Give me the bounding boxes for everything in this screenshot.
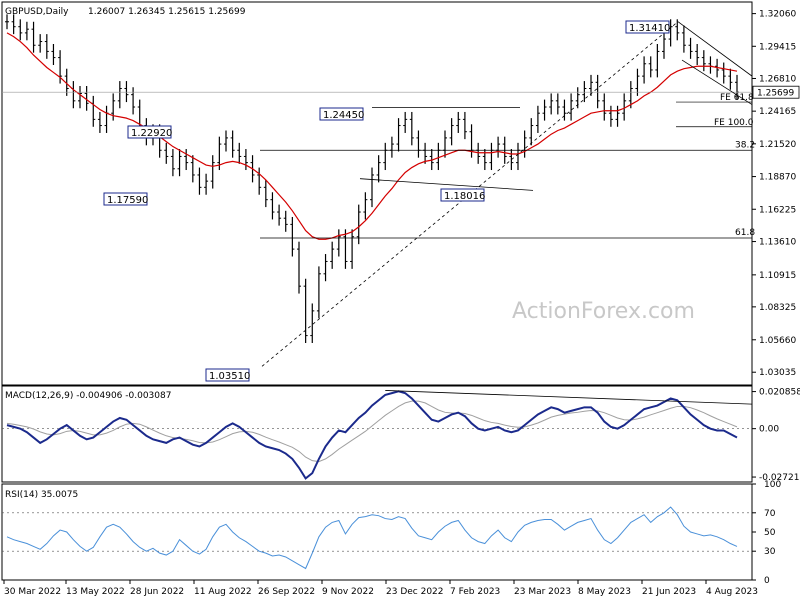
macd-line [6,390,738,480]
price-value-label: 1.18016 [444,191,485,202]
price-y-tick-label: 1.16225 [759,205,796,215]
price-value-box [103,192,148,206]
x-tick-label: 7 Feb 2023 [450,587,500,597]
rsi-y-tick-label: 30 [764,547,776,557]
price-y-tick-label: 1.13610 [759,238,796,248]
rsi-panel-title: RSI(14) 35.0075 [5,490,78,500]
price-value-label: 1.03510 [209,371,250,382]
macd-trend-line [385,390,753,405]
price-y-tick-label: 1.08325 [759,303,796,313]
support-trend-line [359,178,534,191]
price-value-box [319,107,364,121]
macd-panel-frame [1,385,753,483]
fe-61-8-label: FE 61.8 [720,93,754,103]
x-tick-label: 11 Aug 2022 [194,587,252,597]
price-value-label: 1.24450 [323,110,364,121]
price-panel-frame [1,1,753,386]
fe-100-label: FE 100.0 [714,118,754,128]
x-tick-label: 4 Aug 2023 [706,587,758,597]
current-price-box [752,85,800,99]
price-y-tick-label: 1.10915 [759,271,796,281]
macd-y-tick-label: 0.00 [759,425,779,435]
price-value-box [127,125,172,139]
macd-panel-title: MACD(12,26,9) -0.004906 -0.003087 [5,391,171,401]
x-tick-label: 13 May 2022 [66,587,125,597]
price-y-tick-label: 1.32060 [759,10,796,20]
price-value-label: 1.31410 [629,23,670,34]
current-price-label: 1.25699 [757,89,794,99]
ohlc-readout: 1.26007 1.26345 1.25615 1.25699 [88,7,246,17]
price-value-box [440,188,485,202]
macd-y-tick-label: 0.020858 [759,388,800,398]
price-value-label: 1.22920 [131,128,172,139]
x-tick-label: 23 Dec 2022 [386,587,444,597]
price-y-tick-label: 1.29415 [759,42,796,52]
fib-38-2-label: 38.2 [735,140,755,150]
price-y-tick-label: 1.24165 [759,107,796,117]
price-y-tick-label: 1.26810 [759,74,796,84]
x-tick-label: 30 Mar 2022 [4,587,61,597]
x-tick-label: 23 Mar 2023 [514,587,571,597]
channel-lower-line [681,59,753,105]
watermark-text: ActionForex.com [512,299,695,324]
price-y-tick-label: 1.21520 [759,140,796,150]
price-y-tick-label: 1.03035 [759,368,796,378]
fib-61-8-label: 61.8 [735,228,755,238]
x-tick-label: 9 Nov 2022 [322,587,374,597]
channel-upper-line [677,21,753,77]
x-tick-label: 8 May 2023 [578,587,631,597]
moving-average-line [6,32,738,240]
macd-y-tick-label: -0.027213 [759,473,800,483]
rsi-y-tick-label: 50 [764,528,776,538]
rsi-y-tick-label: 0 [764,576,770,586]
price-value-box [625,20,670,34]
rsi-y-tick-label: 70 [764,509,776,519]
x-tick-label: 21 Jun 2023 [642,587,696,597]
price-panel-title: GBPUSD,Daily [5,7,69,17]
rsi-y-tick-label: 100 [764,480,781,490]
price-y-tick-label: 1.05660 [759,336,796,346]
x-tick-label: 26 Sep 2022 [258,587,315,597]
price-value-label: 1.17590 [107,195,148,206]
price-y-tick-label: 1.18870 [759,173,796,183]
price-value-box [205,368,250,382]
macd-signal-line [6,400,738,463]
rsi-line [6,506,738,570]
rsi-panel-frame [1,483,753,581]
x-tick-label: 28 Jun 2022 [130,587,184,597]
